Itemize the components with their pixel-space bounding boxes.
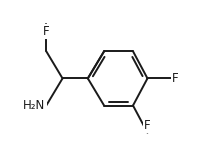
Text: H₂N: H₂N: [23, 99, 45, 112]
Text: F: F: [144, 119, 151, 132]
Text: F: F: [172, 72, 178, 85]
Text: F: F: [43, 25, 50, 38]
